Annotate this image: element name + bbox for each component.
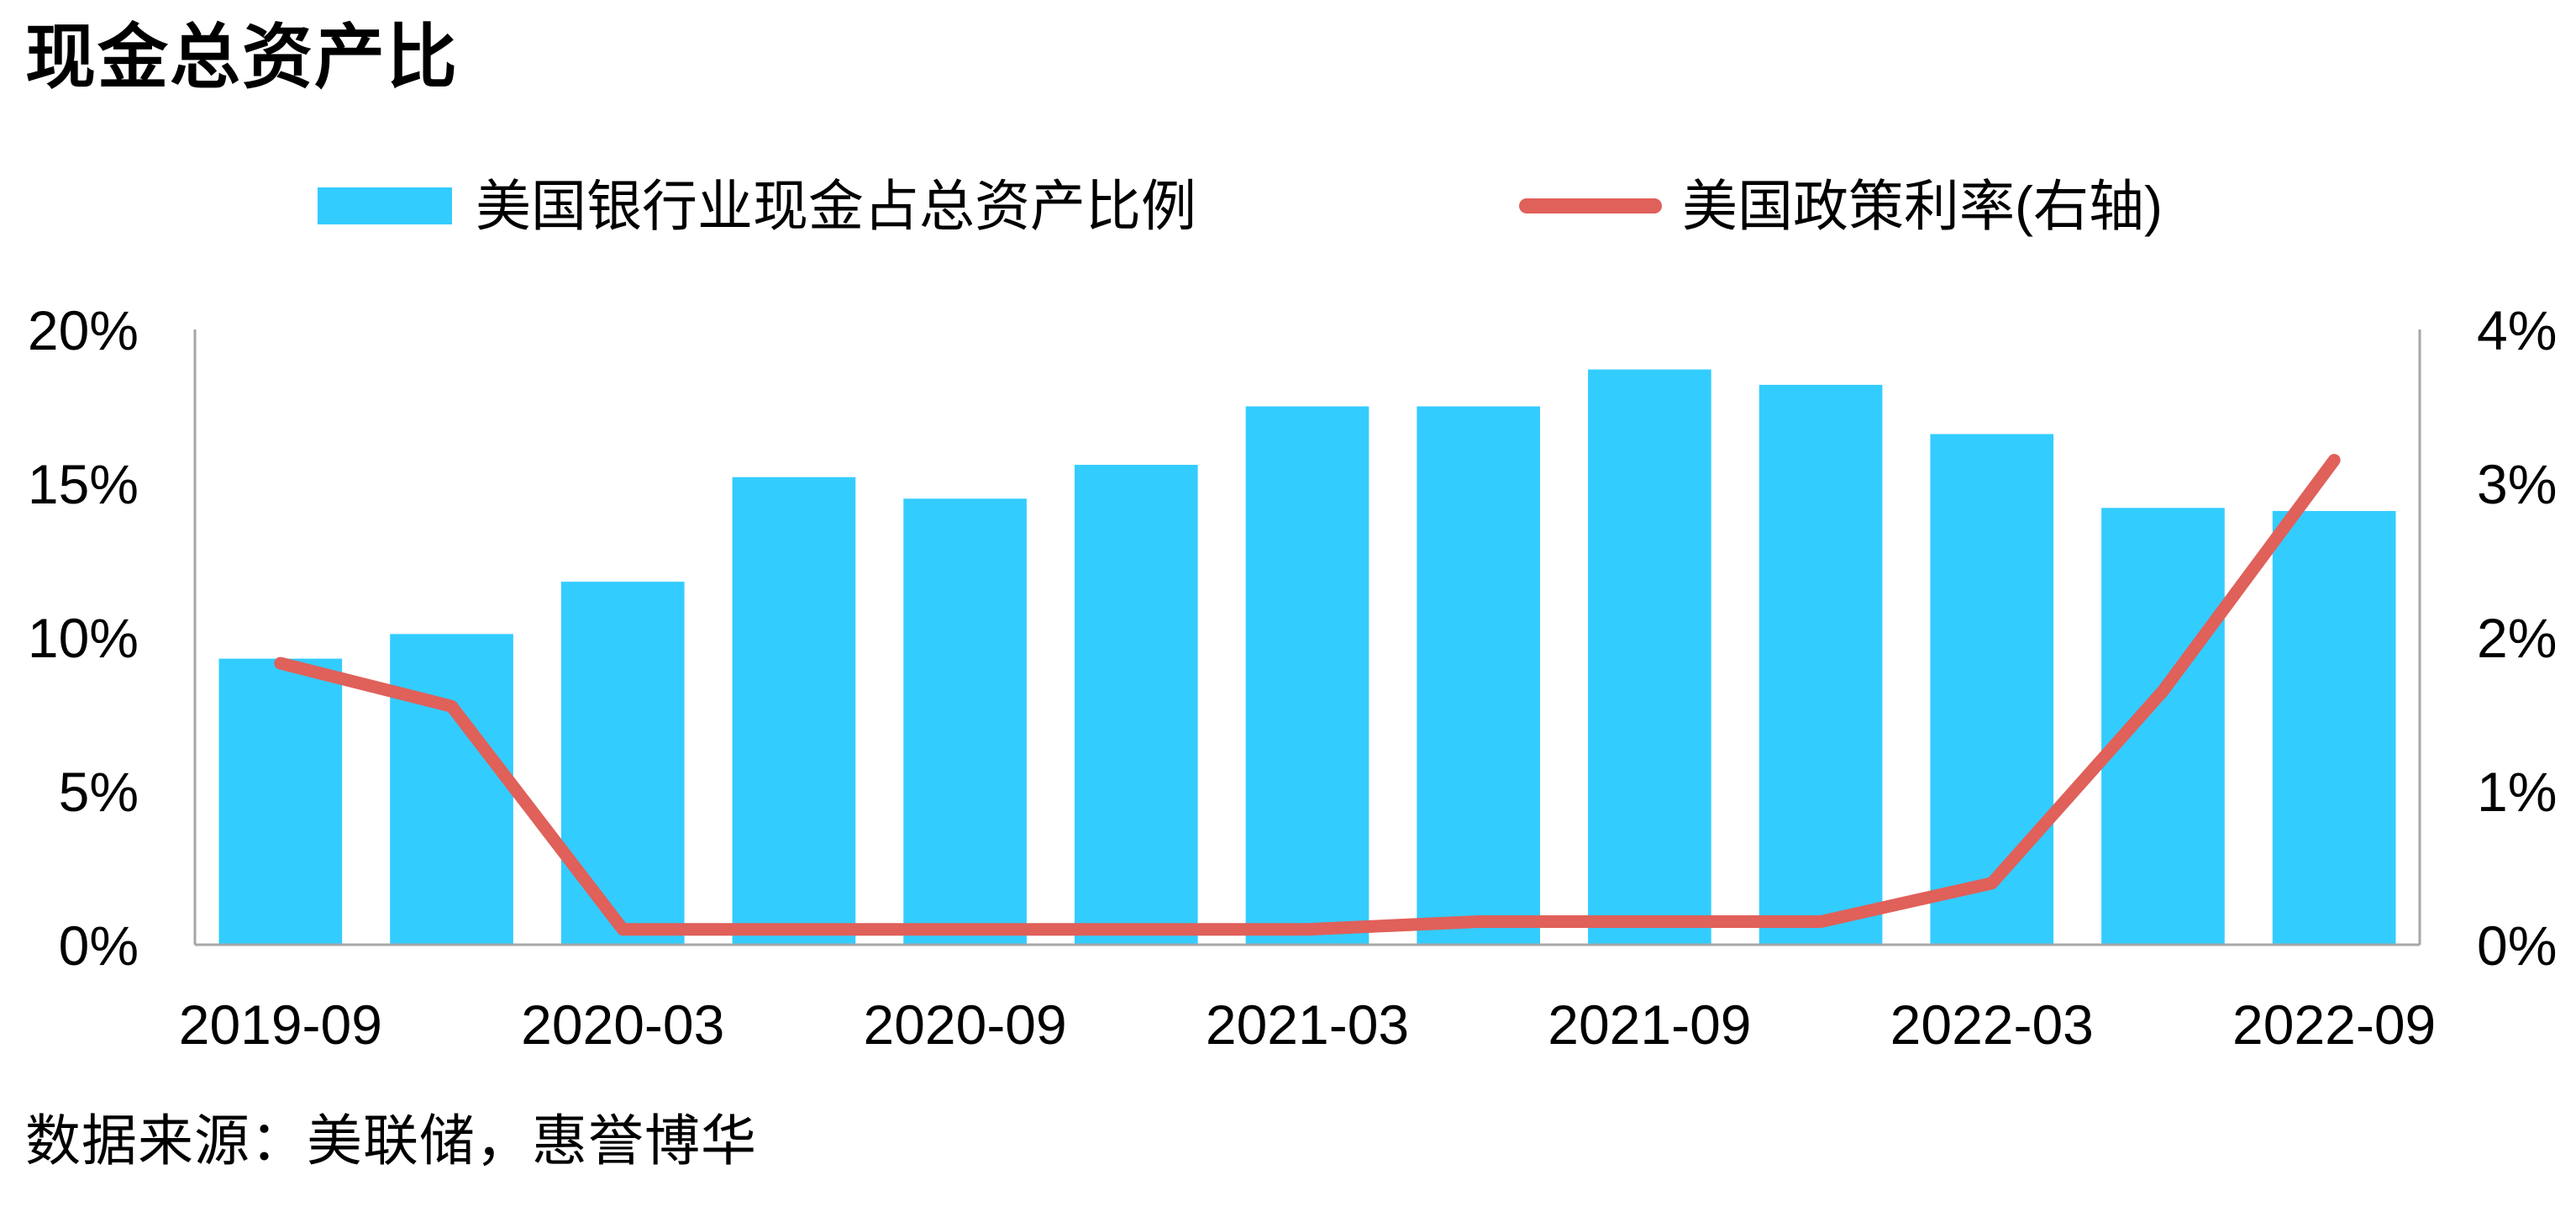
legend-bar-swatch xyxy=(318,187,452,224)
left-tick-label: 10% xyxy=(28,607,139,669)
bar-2020-03 xyxy=(560,582,685,945)
left-tick-label: 15% xyxy=(28,453,139,515)
x-tick-label: 2019-09 xyxy=(179,993,382,1056)
policy-rate-line xyxy=(274,454,2341,936)
left-tick-label: 0% xyxy=(59,914,139,977)
legend-line-swatch xyxy=(1519,198,1662,213)
legend-item-bar: 美国银行业现金占总资产比例 xyxy=(318,160,1196,252)
x-tick-label: 2021-03 xyxy=(1206,993,1409,1056)
right-tick-label: 4% xyxy=(2477,299,2557,361)
left-tick-label: 5% xyxy=(59,761,139,823)
x-tick-label: 2020-09 xyxy=(864,993,1067,1056)
bar-2019-12 xyxy=(390,634,513,945)
bar-2020-12 xyxy=(1074,465,1198,945)
bar-2022-09 xyxy=(2272,510,2396,945)
x-tick-label: 2021-09 xyxy=(1548,993,1751,1056)
data-source-note: 数据来源：美联储，惠誉博华 xyxy=(25,1109,757,1172)
x-tick-label: 2022-09 xyxy=(2232,993,2436,1056)
chart-title: 现金总资产比 xyxy=(25,18,460,97)
bar-2020-09 xyxy=(903,498,1027,945)
left-tick-label: 20% xyxy=(28,299,139,361)
x-tick-label: 2022-03 xyxy=(1890,993,2094,1056)
bar-2020-06 xyxy=(732,477,856,945)
legend-label-line: 美国政策利率(右轴) xyxy=(1682,175,2163,237)
bar-2021-03 xyxy=(1245,406,1369,945)
right-tick-label: 2% xyxy=(2477,607,2557,669)
bar-2021-12 xyxy=(1759,384,1883,945)
right-tick-label: 0% xyxy=(2477,914,2557,977)
bar-2021-06 xyxy=(1417,406,1541,945)
bar-2022-03 xyxy=(1930,434,2054,945)
bar-2021-09 xyxy=(1588,369,1711,946)
bar-2022-06 xyxy=(2101,508,2225,945)
legend-label-bar: 美国银行业现金占总资产比例 xyxy=(476,175,1196,237)
right-tick-label: 3% xyxy=(2477,453,2557,515)
right-tick-label: 1% xyxy=(2477,761,2557,823)
bar-2019-09 xyxy=(218,658,343,945)
chart-legend: 美国银行业现金占总资产比例 美国政策利率(右轴) xyxy=(0,160,2576,252)
legend-item-line: 美国政策利率(右轴) xyxy=(1519,160,2163,252)
x-tick-label: 2020-03 xyxy=(521,993,724,1056)
